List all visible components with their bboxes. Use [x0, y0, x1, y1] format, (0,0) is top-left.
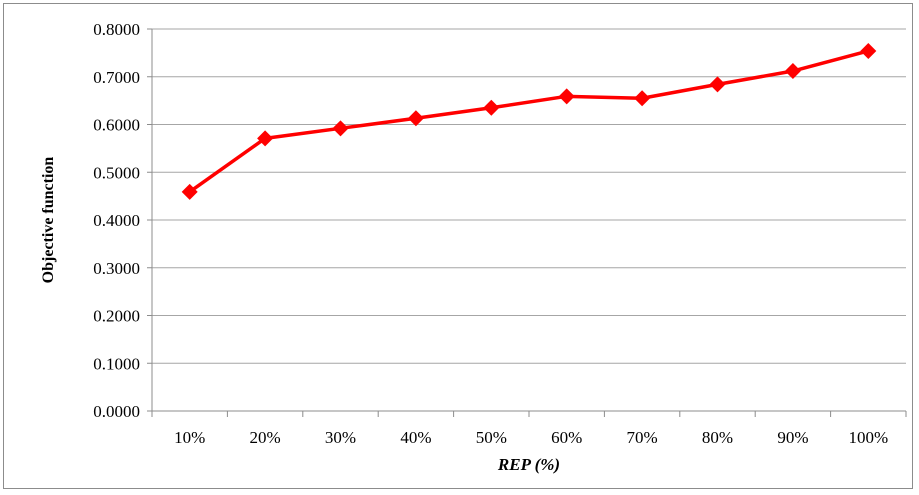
data-point-marker [860, 42, 877, 59]
y-tick-label: 0.6000 [93, 116, 140, 135]
x-tick-label: 20% [250, 428, 281, 447]
series-line [188, 49, 869, 194]
gridlines [152, 28, 906, 364]
series-group [181, 42, 877, 200]
chart-frame [3, 3, 913, 489]
data-point-marker [483, 99, 500, 116]
y-tick-label: 0.7000 [93, 68, 140, 87]
data-point-marker [332, 120, 349, 137]
y-tick-label: 0.1000 [93, 354, 140, 373]
x-tick-label: 10% [174, 428, 205, 447]
x-axis-title: REP (%) [497, 455, 560, 474]
x-tick-label: 80% [702, 428, 733, 447]
x-tick-label: 50% [476, 428, 507, 447]
data-point-marker [634, 90, 651, 107]
x-tick-label: 30% [325, 428, 356, 447]
data-point-marker [558, 88, 575, 105]
axes [147, 28, 907, 417]
x-tick-label: 60% [551, 428, 582, 447]
y-axis-title: Objective function [40, 157, 57, 284]
data-point-marker [784, 63, 801, 80]
y-tick-label: 0.3000 [93, 259, 140, 278]
y-tick-label: 0.0000 [93, 402, 140, 421]
data-point-marker [181, 183, 198, 200]
x-tick-label: 70% [627, 428, 658, 447]
data-point-marker [709, 76, 726, 93]
y-tick-label: 0.8000 [93, 20, 140, 39]
y-tick-label: 0.2000 [93, 307, 140, 326]
x-tick-labels: 10% 20% 30% 40% 50% 60% 70% 80% 90% 100% [174, 428, 888, 447]
y-tick-labels: 0.0000 0.1000 0.2000 0.3000 0.4000 0.5000 0.60… [93, 20, 140, 421]
data-point-marker [257, 130, 274, 147]
data-point-marker [407, 110, 424, 127]
y-tick-label: 0.4000 [93, 211, 140, 230]
x-tick-label: 100% [848, 428, 888, 447]
x-tick-label: 90% [777, 428, 808, 447]
x-tick-label: 40% [400, 428, 431, 447]
y-tick-label: 0.5000 [93, 163, 140, 182]
